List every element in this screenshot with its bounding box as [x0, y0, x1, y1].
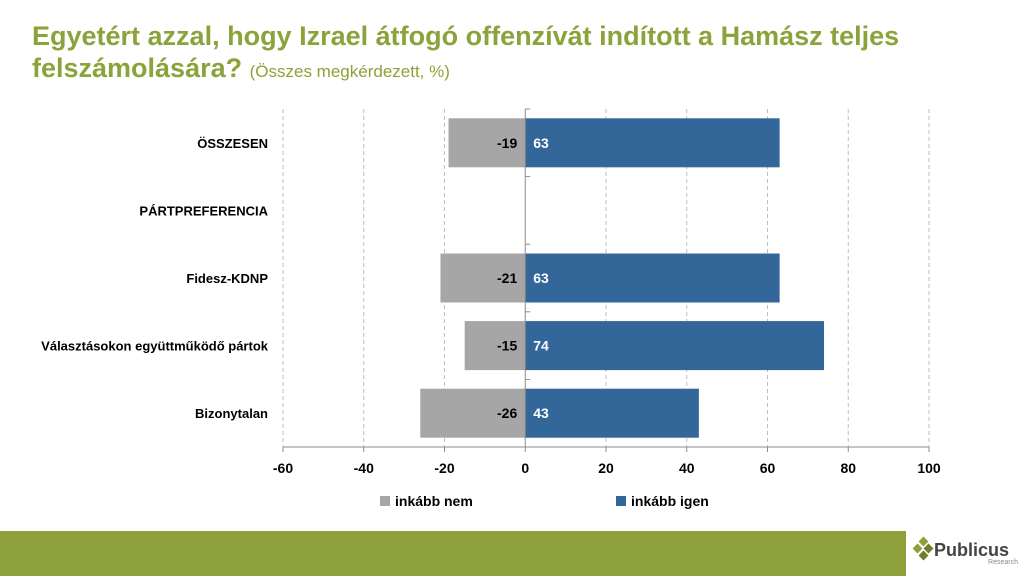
logo-diamond-icon: [912, 536, 934, 561]
x-tick-label: 80: [840, 460, 856, 476]
x-tick-label: 0: [521, 460, 529, 476]
x-tick-label: -20: [434, 460, 454, 476]
category-label: Fidesz-KDNP: [186, 271, 268, 286]
legend-swatch-igen: [616, 496, 626, 506]
data-label-nem: -26: [497, 405, 517, 421]
category-label: PÁRTPREFERENCIA: [139, 203, 268, 218]
x-tick-label: -60: [273, 460, 293, 476]
legend-swatch-nem: [380, 496, 390, 506]
legend-label-nem: inkább nem: [395, 493, 473, 509]
chart-title: Egyetért azzal, hogy Izrael átfogó offen…: [32, 20, 992, 88]
footer-bar: [0, 531, 1024, 576]
category-label: ÖSSZESEN: [197, 136, 268, 151]
bar-inkabb-nem: [448, 118, 526, 168]
data-label-nem: -21: [497, 270, 517, 286]
data-label-igen: 74: [533, 338, 549, 354]
legend-label-igen: inkább igen: [631, 493, 709, 509]
x-tick-label: -40: [354, 460, 374, 476]
x-tick-label: 100: [917, 460, 941, 476]
logo-sub: Research: [988, 559, 1018, 566]
bar-inkabb-nem: [464, 321, 526, 371]
logo-name: Publicus: [934, 540, 1010, 560]
x-tick-label: 40: [679, 460, 695, 476]
bar-inkabb-igen: [525, 321, 825, 371]
x-tick-label: 60: [760, 460, 776, 476]
bar-inkabb-nem: [440, 253, 526, 303]
data-label-igen: 43: [533, 405, 549, 421]
data-label-igen: 63: [533, 135, 549, 151]
chart-subtitle: (Összes megkérdezett, %): [249, 62, 450, 81]
bar-inkabb-igen: [525, 388, 699, 438]
bar-inkabb-igen: [525, 253, 780, 303]
category-label: Bizonytalan: [195, 406, 268, 421]
data-label-nem: -15: [497, 338, 517, 354]
data-label-nem: -19: [497, 135, 517, 151]
publicus-logo: Publicus Research: [906, 528, 1024, 576]
bar-inkabb-igen: [525, 118, 780, 168]
title-text: Egyetért azzal, hogy Izrael átfogó offen…: [32, 21, 900, 83]
category-label: Választásokon együttműködő pártok: [41, 339, 269, 354]
bar-chart: -60 -40 -20 0 20 40 60 80 100 -19 63 ÖSSZESEN PÁRTPR…: [41, 108, 941, 509]
data-label-igen: 63: [533, 270, 549, 286]
bar-inkabb-nem: [420, 388, 526, 438]
x-tick-label: 20: [598, 460, 614, 476]
